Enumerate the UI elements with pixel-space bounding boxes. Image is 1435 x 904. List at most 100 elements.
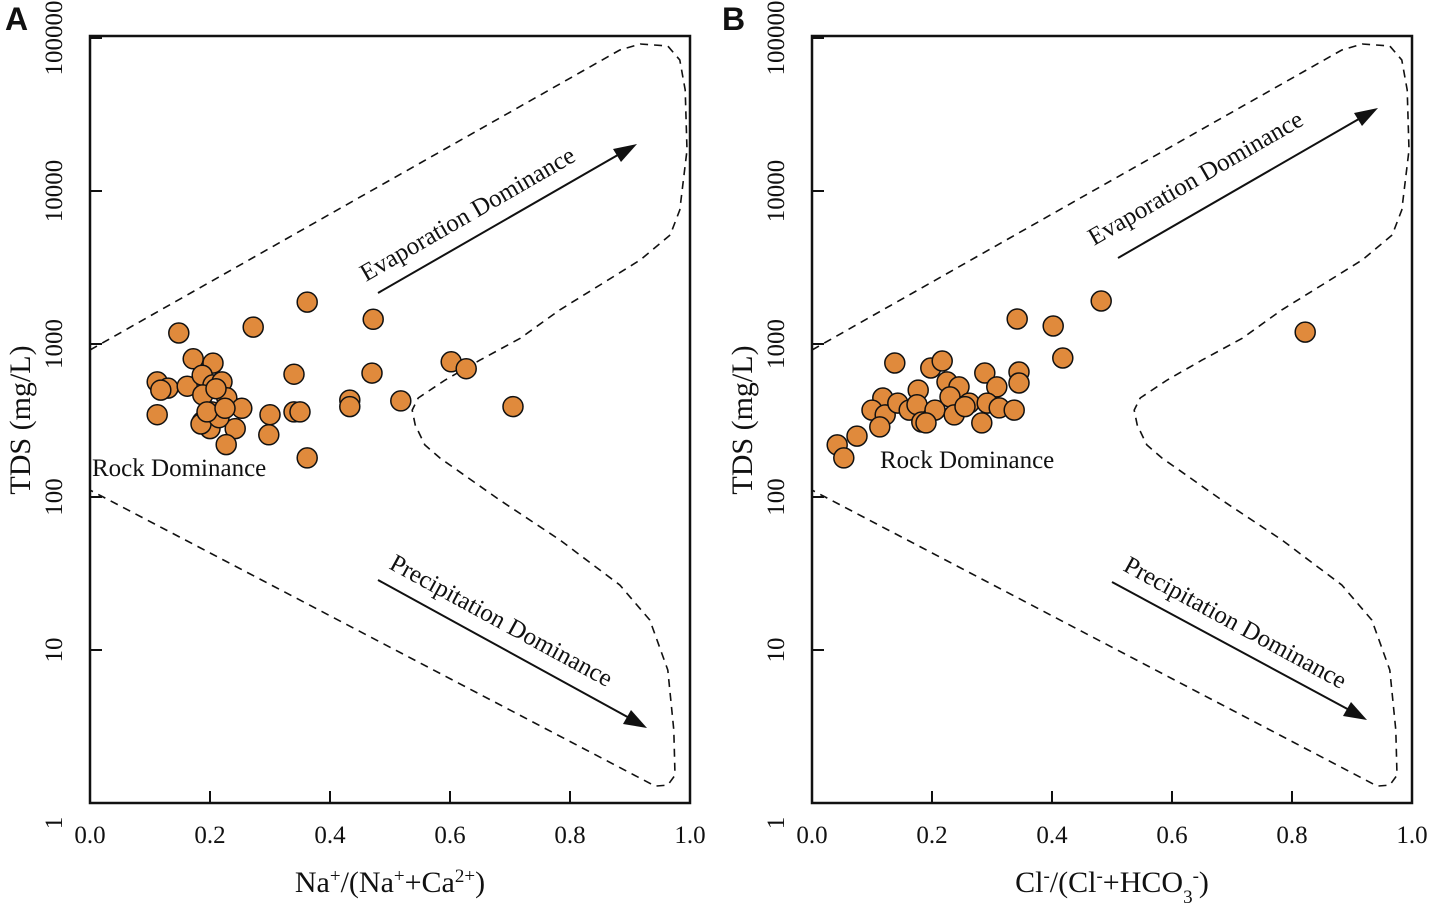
x-axis-title-part: + [330, 866, 341, 887]
evaporation-arrow [377, 151, 624, 294]
x-axis-title-part: 3 [1183, 887, 1193, 904]
x-tick-label: 0.0 [796, 822, 827, 849]
x-axis-title: Na+/(Na++Ca2+) [295, 866, 485, 900]
y-tick-label: 100000 [41, 1, 68, 76]
data-point [502, 395, 524, 418]
x-axis-title-part: + [394, 866, 405, 887]
y-tick-label: 100000 [763, 1, 790, 76]
rock-dominance-label: Rock Dominance [92, 455, 266, 482]
data-point [390, 390, 412, 412]
x-axis-title-part: ) [475, 866, 485, 899]
x-axis-title-part: - [1193, 866, 1199, 887]
x-tick-label: 0.4 [314, 822, 346, 849]
data-point [196, 401, 218, 423]
x-tick-label: 0.4 [1036, 822, 1068, 849]
rock-dominance-label: Rock Dominance [880, 447, 1054, 474]
data-point [1090, 290, 1112, 312]
x-axis-title-part: ) [1199, 866, 1209, 899]
y-tick-label: 1 [41, 817, 68, 830]
x-axis-title-part: +HCO [1103, 866, 1183, 899]
y-tick-label: 1 [763, 817, 790, 830]
x-tick-label: 0.2 [916, 822, 947, 849]
data-point [259, 403, 281, 426]
gibbs-boundary-dashed [89, 43, 688, 787]
precipitation-dominance-label: Precipitation Dominance [385, 550, 617, 693]
data-point [168, 322, 190, 344]
data-point [884, 352, 906, 374]
x-axis-title-part: 2+ [455, 866, 475, 887]
data-point [224, 417, 246, 440]
data-point [214, 397, 236, 420]
data-point [915, 412, 937, 434]
gibbs-boundary-dashed [811, 43, 1410, 787]
data-point [954, 395, 976, 418]
x-tick-label: 0.8 [1276, 822, 1307, 849]
y-tick-label: 1000 [41, 319, 68, 369]
x-tick-label: 0.2 [194, 822, 225, 849]
y-tick-label: 10 [763, 638, 790, 663]
y-tick-label: 10 [41, 638, 68, 663]
data-point [296, 447, 318, 469]
x-axis-title-part: - [1096, 866, 1102, 887]
data-point [1003, 399, 1025, 421]
data-point [361, 362, 383, 384]
x-axis-title-part: Na [295, 866, 330, 899]
y-axis-title: TDS (mg/L) [4, 345, 37, 494]
y-axis-title: TDS (mg/L) [726, 345, 759, 494]
data-point [1008, 372, 1030, 394]
data-point [146, 403, 168, 426]
y-tick-label: 1000 [763, 319, 790, 369]
data-point [1006, 308, 1028, 330]
data-point [455, 357, 477, 380]
y-tick-label: 10000 [41, 160, 68, 223]
data-point [289, 401, 311, 423]
x-tick-label: 0.6 [434, 822, 465, 849]
data-point [339, 395, 361, 418]
x-tick-label: 1.0 [1396, 822, 1427, 849]
x-tick-label: 0.0 [74, 822, 105, 849]
data-point [833, 447, 855, 469]
x-axis-title-part: +Ca [405, 866, 455, 899]
data-point [1042, 315, 1064, 337]
y-tick-label: 100 [41, 478, 68, 516]
x-axis-title: Cl-/(Cl-+HCO3-) [1015, 866, 1209, 904]
panel-label: A [5, 1, 28, 37]
precipitation-arrow [1111, 581, 1354, 713]
data-point [986, 376, 1008, 398]
plot-frame [810, 34, 1414, 805]
data-point [846, 425, 868, 447]
data-point [869, 416, 891, 438]
data-point [205, 377, 227, 400]
evaporation-arrow [1117, 115, 1365, 259]
data-point [283, 363, 305, 385]
evaporation-arrowhead-icon [613, 144, 637, 162]
x-tick-label: 0.8 [554, 822, 585, 849]
evaporation-arrowhead-icon [1354, 108, 1378, 126]
panel-label: B [722, 1, 745, 37]
y-tick-label: 10000 [763, 160, 790, 223]
evaporation-dominance-label: Evaporation Dominance [356, 142, 581, 287]
data-point [150, 379, 172, 401]
evaporation-dominance-label: Evaporation Dominance [1084, 106, 1309, 251]
panel-a: A 0.0 0.2 0.4 0.6 0.8 1.0 1 10 100 1000 10000 100000… [4, 1, 706, 900]
precipitation-arrowhead-icon [1343, 702, 1367, 720]
data-point [974, 362, 996, 384]
data-point [258, 424, 280, 446]
x-axis-title-part: /(Cl [1050, 866, 1097, 899]
x-tick-label: 1.0 [674, 822, 705, 849]
data-point [1294, 321, 1316, 343]
precipitation-arrowhead-icon [623, 710, 647, 728]
data-point [242, 316, 264, 338]
y-tick-label: 100 [763, 478, 790, 516]
data-point [215, 433, 237, 456]
data-point [971, 412, 993, 434]
data-point [931, 350, 953, 372]
x-axis-title-part: Cl [1015, 866, 1043, 899]
data-point [296, 291, 318, 313]
x-axis-title-part: /(Na [341, 866, 394, 899]
x-tick-label: 0.6 [1156, 822, 1187, 849]
plot-frame [88, 34, 692, 805]
x-axis-title-part: - [1043, 866, 1049, 887]
data-point [362, 308, 384, 331]
